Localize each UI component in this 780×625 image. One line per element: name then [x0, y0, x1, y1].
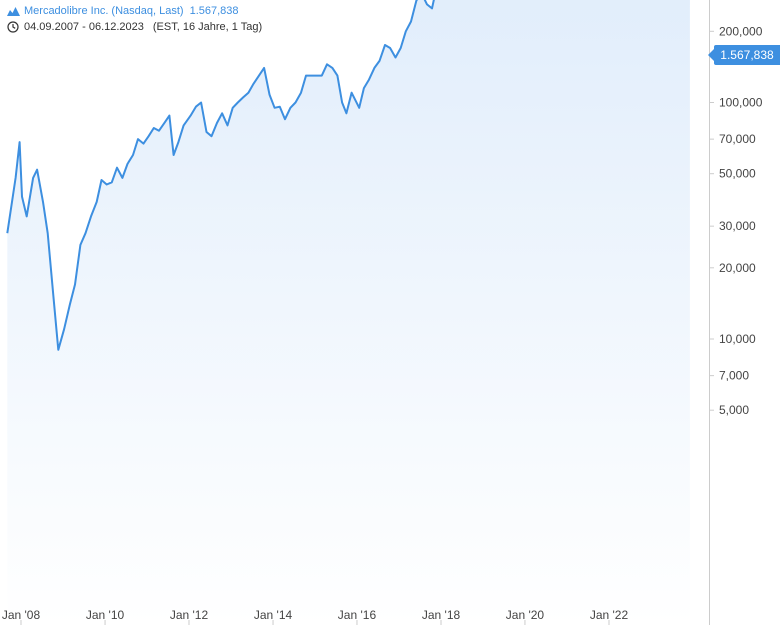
y-tick-label: 50,000	[719, 167, 756, 181]
date-range-header: 04.09.2007 - 06.12.2023 (EST, 16 Jahre, …	[7, 21, 262, 33]
price-area-fill	[7, 0, 690, 625]
x-tick-label: Jan '16	[338, 608, 377, 622]
x-tick-label: Jan '18	[422, 608, 461, 622]
y-tick-label: 7,000	[719, 369, 749, 383]
x-axis-ticks: Jan '08 Jan '10 Jan '12 Jan '14 Jan '16 Jan '…	[2, 608, 629, 625]
x-tick-label: Jan '22	[590, 608, 629, 622]
y-axis-ticks: 2.000,0001.000,000700,000500,000300,0002…	[709, 24, 763, 417]
x-tick-label: Jan '20	[506, 608, 545, 622]
instrument-name: Mercadolibre Inc. (Nasdaq, Last)	[24, 5, 184, 17]
y-tick-label: 5,000	[719, 403, 749, 417]
y-tick-label: 30,000	[719, 219, 756, 233]
x-tick-label: Jan '08	[2, 608, 41, 622]
y-tick-label: 20,000	[719, 261, 756, 275]
y-tick-label: 10,000	[719, 332, 756, 346]
price-line-series[interactable]	[6, 0, 690, 351]
y-tick-label: 70,000	[719, 132, 756, 146]
clock-icon	[7, 21, 20, 33]
y-tick-label: 200,000	[719, 24, 763, 38]
x-tick-label: Jan '14	[254, 608, 293, 622]
date-range: 04.09.2007 - 06.12.2023	[24, 21, 144, 33]
y-tick-label: 100,000	[719, 96, 763, 110]
instrument-last-value: 1.567,838	[189, 5, 239, 17]
mountain-chart-icon	[7, 5, 20, 17]
instrument-header: Mercadolibre Inc. (Nasdaq, Last) 1.567,8…	[7, 5, 239, 17]
x-tick-label: Jan '10	[86, 608, 125, 622]
x-tick-label: Jan '12	[170, 608, 209, 622]
last-price-badge: 1.567,838	[708, 45, 780, 65]
date-range-details: (EST, 16 Jahre, 1 Tag)	[152, 21, 263, 33]
